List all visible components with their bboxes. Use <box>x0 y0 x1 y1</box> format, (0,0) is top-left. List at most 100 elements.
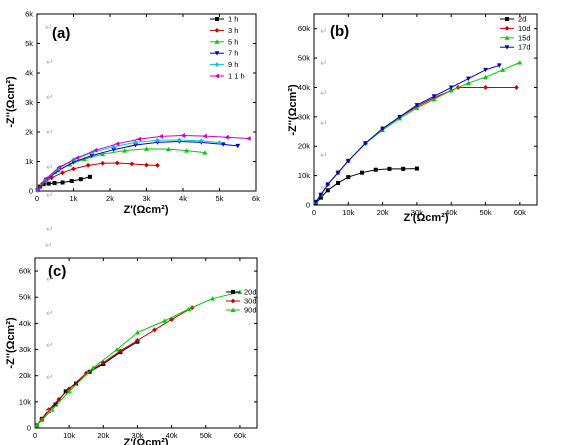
plot-frame-c <box>34 257 258 429</box>
legend-20d-label: 20d <box>244 288 257 297</box>
series-3-h-point <box>129 161 135 167</box>
series-15d-line <box>315 62 521 203</box>
series-2d-point <box>414 166 419 171</box>
y-tick-label: 1k <box>25 157 33 166</box>
x-tick-label: 0 <box>35 194 39 203</box>
series-2d-line <box>315 168 417 204</box>
y-tick-label: 10k <box>19 397 31 406</box>
series-1-1-h-point <box>74 155 80 161</box>
legend-5-h-label: 5 h <box>228 37 238 46</box>
legend-10d-marker <box>504 26 510 31</box>
series-3-h-point <box>49 175 54 181</box>
legend-3-h-marker <box>214 28 220 33</box>
paragraph-mark: ↵ <box>46 275 54 285</box>
series-3-h-line <box>37 162 158 191</box>
legend-10d-label: 10d <box>518 24 531 33</box>
series-90d-point <box>90 365 96 370</box>
plot-frame-b <box>313 13 538 206</box>
y-tick-label: 5k <box>25 39 33 48</box>
paragraph-mark: ↵ <box>45 241 53 251</box>
series-17d-point <box>318 192 324 198</box>
legend-1-h-label: 1 h <box>228 15 238 24</box>
paragraph-marks: ↵ ↵ ↵ ↵ ↵ ↵ ↵ ↵ ↵ ↵ ↵ ↵ ↵ ↵ ↵ ↵ ↵ ↵ ↵ <box>45 23 328 417</box>
y-tick-label: 6k <box>25 10 33 19</box>
y-tick-label: 30k <box>19 345 31 354</box>
series-1-1-h-point <box>56 165 61 170</box>
series-30d-point <box>135 337 140 343</box>
series-20d-point <box>73 381 78 386</box>
legend-5-h-marker <box>214 39 220 44</box>
series-1-1-h-point <box>224 134 229 140</box>
y-tick-label: 40k <box>298 83 310 92</box>
legend-30d-label: 30d <box>244 297 257 306</box>
series-5-h-point <box>184 148 190 153</box>
x-tick-label: 3k <box>143 194 151 203</box>
paragraph-mark: ↵ <box>320 183 328 193</box>
y-tick-label: 40k <box>19 319 31 328</box>
series-30d-line <box>36 307 193 426</box>
paragraph-mark: ↵ <box>320 59 328 69</box>
paragraph-mark: ↵ <box>320 151 328 161</box>
series-1-h-point <box>78 177 83 182</box>
paragraph-mark: ↵ <box>46 225 54 235</box>
series-90d-point <box>210 296 215 301</box>
y-tick-label: 0 <box>29 187 33 196</box>
series-5-h-point <box>144 146 149 151</box>
series-5-h-point <box>100 151 106 157</box>
series-17d-point <box>431 94 437 99</box>
series-2d-point <box>387 166 392 171</box>
y-tick-label: 50k <box>19 293 31 302</box>
paragraph-mark: ↵ <box>320 89 328 99</box>
series-2d-point <box>346 175 351 180</box>
series-1-h-point <box>60 180 65 185</box>
series-9-h-point <box>176 137 182 143</box>
series-90d-point <box>49 407 55 412</box>
y-axis-title: -Z''(Ωcm²) <box>5 317 17 369</box>
series-15d-point <box>431 96 437 102</box>
series-1-1-h-point <box>202 133 207 139</box>
series-17d-point <box>345 158 351 164</box>
x-tick-label: 1k <box>70 194 78 203</box>
series-30d-point <box>66 386 72 392</box>
series-90d-line <box>36 291 241 426</box>
paragraph-mark: ↵ <box>320 27 328 37</box>
paragraph-mark: ↵ <box>46 58 54 68</box>
series-3-h-point <box>100 160 106 166</box>
series-2d-point <box>401 166 406 171</box>
x-axis-title: Z'(Ωcm²) <box>403 212 448 224</box>
series-1-h-point <box>52 181 57 186</box>
series-7-h-point <box>71 160 76 165</box>
series-3-h-point <box>144 162 149 168</box>
series-1-1-h-point <box>114 141 120 147</box>
y-axis-title: -Z''(Ωcm²) <box>287 84 299 136</box>
legend-7-h-marker <box>214 51 220 56</box>
paragraph-mark: ↵ <box>46 163 54 173</box>
paragraph-mark: ↵ <box>46 373 54 383</box>
x-axis-title: Z'(Ωcm²) <box>123 204 168 216</box>
x-tick-label: 30k <box>411 208 423 217</box>
series-3-h-point <box>114 160 120 166</box>
x-tick-label: 50k <box>200 431 212 440</box>
series-5-h-point <box>202 150 208 155</box>
legend-15d-marker <box>504 35 510 40</box>
series-5-h-point <box>122 148 127 153</box>
series-17d-point <box>448 85 454 90</box>
series-1-h-point <box>46 181 51 186</box>
series-9-h-point <box>155 137 160 143</box>
series-30d-point <box>169 317 175 322</box>
series-7-h-point <box>220 142 226 147</box>
y-tick-label: 20k <box>19 371 31 380</box>
legend-17d-label: 17d <box>518 43 531 52</box>
series-3-h-point <box>60 170 65 176</box>
series-2d-point <box>336 180 341 185</box>
series-9-h-point <box>217 140 222 146</box>
series-15d-point <box>448 88 454 93</box>
paragraph-mark: ↵ <box>320 119 328 129</box>
series-17d-point <box>465 76 471 82</box>
x-tick-label: 40k <box>445 208 457 217</box>
series-90d-point <box>135 330 140 335</box>
series-5-h-point <box>166 146 171 152</box>
series-1-1-h-line <box>37 135 249 191</box>
series-2d-point <box>373 167 378 172</box>
panel-c: 0 10k 20k 30k 40k 50k 60k 0 10k 20k 30k 40k 50k 60k (c… <box>5 257 258 445</box>
